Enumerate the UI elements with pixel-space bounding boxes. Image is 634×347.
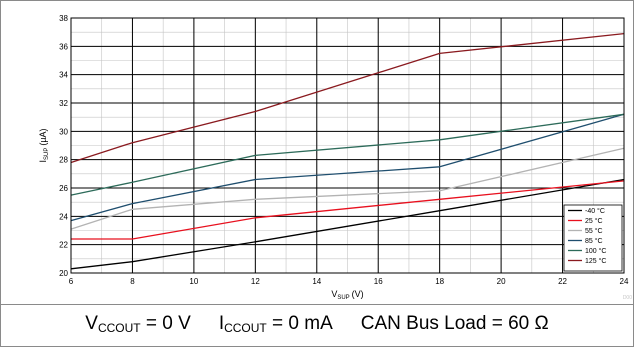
y-tick-label: 32 bbox=[59, 99, 68, 108]
y-tick-label: 24 bbox=[59, 212, 68, 221]
legend-label: 100 °C bbox=[585, 247, 606, 255]
x-axis-label-unit: (V) bbox=[352, 289, 364, 299]
x-tick-label: 22 bbox=[558, 277, 567, 286]
figure-id: D00 bbox=[623, 295, 632, 301]
series-line bbox=[70, 113, 625, 222]
series-line bbox=[70, 178, 625, 270]
legend-label: 25 °C bbox=[585, 217, 603, 225]
y-tick-label: 28 bbox=[59, 156, 68, 165]
y-tick-label: 34 bbox=[59, 71, 68, 80]
series-line bbox=[71, 180, 625, 240]
y-tick-label: 38 bbox=[59, 14, 68, 23]
caption-vccout: VCCOUT = 0 V bbox=[85, 313, 191, 335]
plot-border bbox=[70, 17, 625, 274]
series-line bbox=[70, 147, 625, 230]
x-axis-label-sub: SUP bbox=[337, 295, 349, 301]
y-axis-label-unit: (µA) bbox=[38, 128, 48, 145]
x-tick-label: 14 bbox=[312, 277, 321, 286]
y-tick-label: 22 bbox=[59, 241, 68, 250]
y-axis-label-main: I bbox=[38, 160, 48, 163]
y-tick-label: 36 bbox=[59, 42, 68, 51]
x-tick-label: 10 bbox=[189, 277, 198, 286]
caption-load: CAN Bus Load = 60 Ω bbox=[360, 313, 549, 334]
x-tick-label: 16 bbox=[374, 277, 383, 286]
y-axis-label-sub: SUP bbox=[44, 148, 50, 160]
x-tick-label: 20 bbox=[497, 277, 506, 286]
x-axis-label-main: V bbox=[331, 289, 337, 299]
x-tick-label: 12 bbox=[251, 277, 260, 286]
y-tick-label: 20 bbox=[59, 269, 68, 278]
caption-divider bbox=[0, 304, 634, 305]
series-layer bbox=[70, 32, 625, 270]
y-axis-label: ISUP (µA) bbox=[38, 128, 50, 162]
x-axis-label: VSUP (V) bbox=[331, 289, 363, 301]
legend-label: 55 °C bbox=[585, 227, 603, 235]
chart: 6 8 10 12 14 16 18 20 22 24 20222426283032343638 … bbox=[38, 14, 632, 301]
x-tick-label: 24 bbox=[620, 277, 629, 286]
y-tick-label: 26 bbox=[59, 184, 68, 193]
legend-label: -40 °C bbox=[585, 207, 605, 215]
x-tick-labels: 6 8 10 12 14 16 18 20 22 24 bbox=[69, 277, 629, 286]
x-tick-label: 18 bbox=[435, 277, 444, 286]
x-tick-label: 8 bbox=[130, 277, 135, 286]
legend: -40 °C 25 °C 55 °C 85 °C 100 °C 125 °C bbox=[563, 204, 623, 272]
legend-label: 125 °C bbox=[585, 257, 606, 265]
x-tick-label: 6 bbox=[69, 277, 74, 286]
series-line bbox=[70, 32, 625, 164]
caption-iccout: ICCOUT = 0 mA bbox=[218, 313, 333, 335]
series-line bbox=[70, 113, 625, 196]
legend-label: 85 °C bbox=[585, 237, 603, 245]
y-tick-label: 30 bbox=[59, 127, 68, 136]
y-tick-labels: 20 22 24 26 28 30 32 34 36 38 bbox=[59, 14, 68, 278]
caption: VCCOUT = 0 V ICCOUT = 0 mA CAN Bus Load … bbox=[0, 313, 634, 343]
